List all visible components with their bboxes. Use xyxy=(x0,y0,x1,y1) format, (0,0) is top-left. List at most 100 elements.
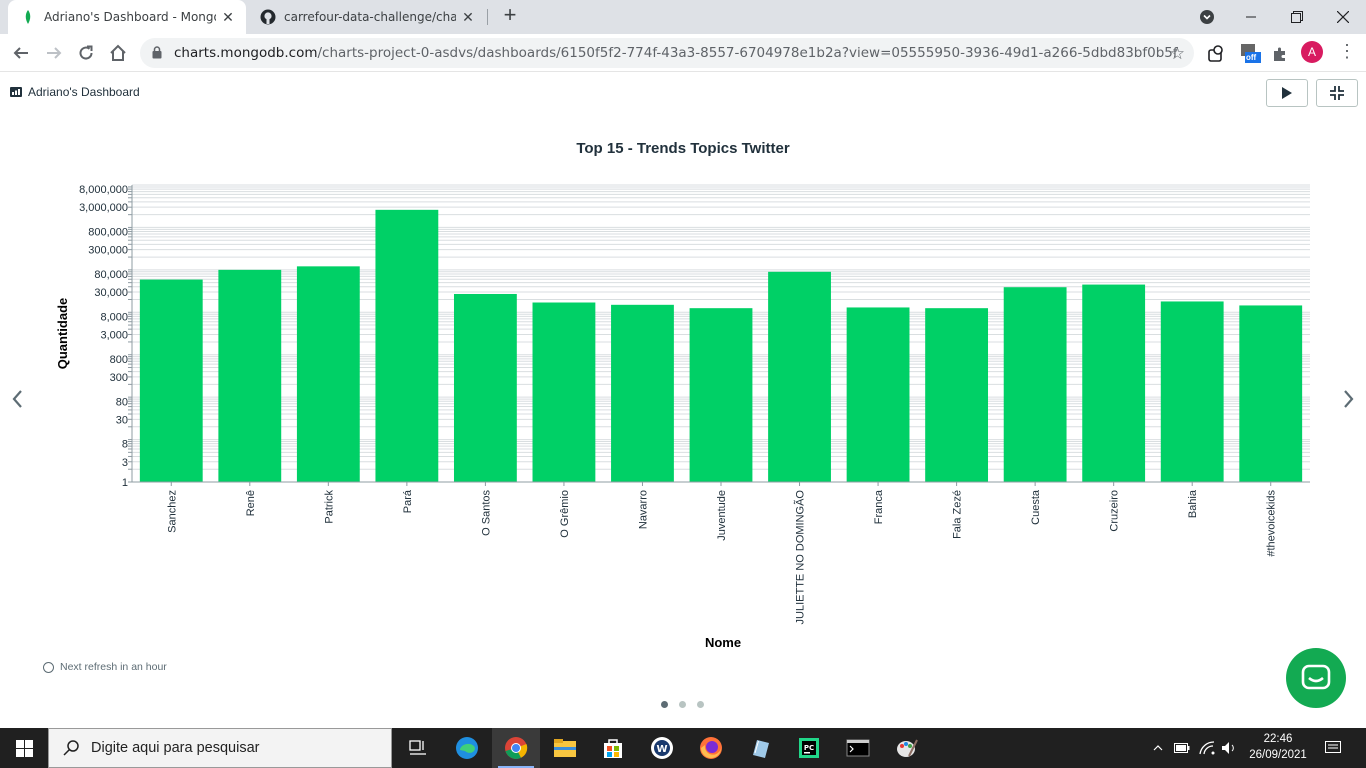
chevron-right-icon[interactable] xyxy=(1342,386,1356,417)
chat-support-button[interactable] xyxy=(1286,648,1346,708)
search-icon xyxy=(63,740,79,756)
y-tick-label: 300,000 xyxy=(88,245,128,257)
x-tick-label: O Grêmio xyxy=(559,490,571,538)
clock-time: 22:46 xyxy=(1263,733,1293,745)
firefox-icon[interactable] xyxy=(687,728,735,768)
address-bar[interactable]: charts.mongodb.com/charts-project-0-asdv… xyxy=(140,38,1194,68)
x-tick-label: JULIETTE NO DOMINGÃO xyxy=(794,490,807,625)
tab-title: carrefour-data-challenge/charts a xyxy=(284,10,456,24)
terminal-icon[interactable] xyxy=(834,728,882,768)
menu-dots-icon[interactable]: ⋮ xyxy=(1338,41,1356,61)
tab-search-button[interactable] xyxy=(1184,0,1230,34)
y-tick-label: 8,000,000 xyxy=(79,184,128,196)
page-dot[interactable] xyxy=(697,701,704,708)
notes-icon[interactable] xyxy=(736,728,784,768)
page-dot[interactable] xyxy=(679,701,686,708)
tab-separator xyxy=(487,9,488,25)
back-button[interactable] xyxy=(9,41,33,65)
bar xyxy=(689,308,753,482)
url-path: /charts-project-0-asdvs/dashboards/6150f… xyxy=(317,45,1178,61)
taskbar-search[interactable]: Digite aqui para pesquisar xyxy=(48,728,392,768)
x-tick-label: Bahia xyxy=(1187,489,1199,518)
app-w-icon[interactable]: W xyxy=(638,728,686,768)
page-dot[interactable] xyxy=(661,701,668,708)
wifi-icon[interactable] xyxy=(1198,728,1216,768)
minimize-button[interactable] xyxy=(1228,0,1274,34)
collapse-icon xyxy=(1330,86,1344,100)
y-tick-label: 800 xyxy=(110,354,128,366)
file-explorer-icon[interactable] xyxy=(541,728,589,768)
chrome-icon[interactable] xyxy=(492,728,540,768)
restore-icon xyxy=(1291,11,1303,23)
exit-fullscreen-button[interactable] xyxy=(1316,79,1358,107)
tab-title: Adriano's Dashboard - MongoDB xyxy=(44,10,216,24)
refresh-text: Next refresh in an hour xyxy=(60,661,167,673)
store-icon[interactable] xyxy=(589,728,637,768)
y-tick-label: 3,000,000 xyxy=(79,202,128,214)
page-indicator xyxy=(661,701,715,708)
bar xyxy=(611,304,674,482)
x-tick-label: Renê xyxy=(245,490,257,516)
volume-icon[interactable] xyxy=(1220,728,1238,768)
mongodb-leaf-icon xyxy=(20,9,36,25)
forward-button[interactable] xyxy=(42,41,66,65)
minimize-icon xyxy=(1246,16,1256,18)
x-tick-label: Patrick xyxy=(323,490,335,524)
y-tick-label: 3,000 xyxy=(100,329,128,341)
reload-button[interactable] xyxy=(74,41,98,65)
chat-icon xyxy=(1301,664,1331,690)
home-icon xyxy=(110,44,126,61)
bar xyxy=(925,308,989,482)
bar xyxy=(1239,305,1303,482)
windows-start-icon[interactable] xyxy=(0,728,48,768)
close-icon[interactable]: ✕ xyxy=(462,9,474,25)
extension-icon[interactable] xyxy=(1205,43,1227,65)
arrow-right-icon xyxy=(47,47,62,59)
y-tick-label: 30,000 xyxy=(94,287,128,299)
x-tick-label: #thevoicekids xyxy=(1266,490,1278,557)
x-tick-label: Fala Zezé xyxy=(952,490,964,539)
paint-icon[interactable] xyxy=(883,728,931,768)
tab-github[interactable]: carrefour-data-challenge/charts a ✕ xyxy=(248,0,486,34)
edge-icon[interactable] xyxy=(443,728,491,768)
y-tick-label: 80 xyxy=(116,396,128,408)
reload-icon xyxy=(79,45,93,60)
bookmark-star-icon[interactable]: ☆ xyxy=(1169,44,1185,63)
pycharm-icon[interactable]: PC xyxy=(785,728,833,768)
bar xyxy=(139,279,203,482)
active-indicator xyxy=(498,766,534,768)
x-tick-label: Pará xyxy=(402,489,414,513)
chevron-up-icon[interactable] xyxy=(1150,728,1166,768)
github-icon xyxy=(260,9,276,25)
notifications-icon[interactable] xyxy=(1322,728,1344,768)
bar xyxy=(1160,301,1224,482)
chevron-left-icon[interactable] xyxy=(10,386,24,417)
taskbar-clock[interactable]: 22:46 26/09/2021 xyxy=(1243,731,1313,763)
clock-icon xyxy=(43,661,54,673)
x-tick-label: Sanchez xyxy=(166,490,178,533)
task-view-icon[interactable] xyxy=(394,728,442,768)
profile-avatar[interactable]: A xyxy=(1301,41,1323,63)
json-extension-icon[interactable]: off xyxy=(1240,43,1262,65)
dashboard-title: Adriano's Dashboard xyxy=(10,85,140,99)
y-tick-label: 800,000 xyxy=(88,227,128,239)
close-icon[interactable]: ✕ xyxy=(222,9,234,25)
svg-text:W: W xyxy=(656,744,667,755)
y-tick-label: 80,000 xyxy=(94,269,128,281)
play-icon xyxy=(1282,87,1292,99)
bar xyxy=(1003,287,1067,482)
bar xyxy=(453,293,517,482)
tab-dashboard[interactable]: Adriano's Dashboard - MongoDB ✕ xyxy=(8,0,246,34)
search-placeholder: Digite aqui para pesquisar xyxy=(91,740,260,756)
close-window-button[interactable] xyxy=(1320,0,1366,34)
puzzle-icon[interactable] xyxy=(1269,43,1291,65)
new-tab-button[interactable]: + xyxy=(503,2,517,27)
restore-button[interactable] xyxy=(1274,0,1320,34)
y-axis-title: Quantidade xyxy=(55,298,70,370)
battery-icon[interactable] xyxy=(1173,728,1191,768)
play-button[interactable] xyxy=(1266,79,1308,107)
arrow-left-icon xyxy=(13,47,28,59)
home-button[interactable] xyxy=(106,41,130,65)
bar xyxy=(375,209,439,482)
x-tick-label: Cuesta xyxy=(1030,489,1042,525)
